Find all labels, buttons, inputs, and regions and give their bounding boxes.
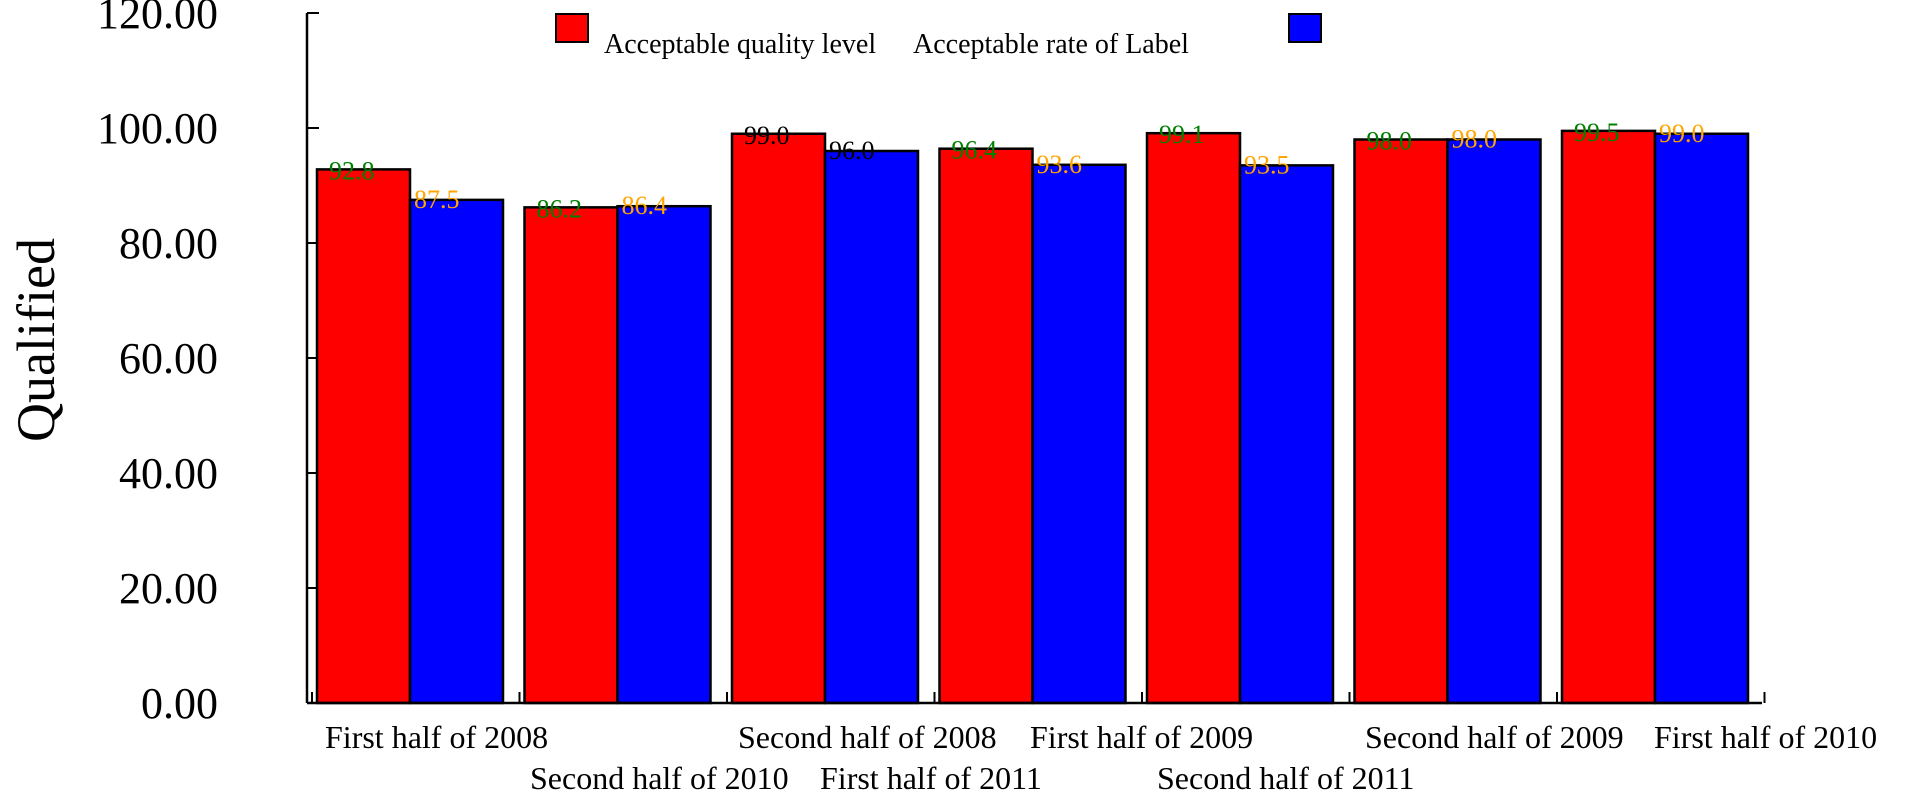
bar-value-label: 87.5 [414,185,460,214]
bar [1560,129,1657,705]
bar-value-label: 93.5 [1244,150,1290,179]
x-category-label: Second half of 2011 [1157,760,1414,794]
y-axis-title: Qualified [6,238,66,442]
y-tick-label: 0.00 [141,679,218,728]
y-tick-label: 80.00 [119,219,218,268]
bar-value-label: 92.8 [329,156,375,185]
bar [616,204,712,705]
legend-label: Acceptable rate of Label [913,29,1189,60]
bar-value-label: 98.0 [1452,125,1498,154]
y-tick-label: 120.00 [97,0,218,38]
bar-value-label: 96.4 [952,136,998,165]
bars-layer [315,129,1750,705]
bar [1145,131,1242,705]
bar [730,132,827,705]
value-labels-layer: 92.8 87.5 86.2 86.4 99.0 96.0 96.4 93.6 99.1 93.5… [329,118,1705,223]
bar [1653,132,1750,705]
bar-value-label: 96.0 [829,136,875,165]
x-category-label: Second half of 2009 [1365,719,1624,755]
axes-layer [305,13,1766,705]
bar-value-label: 98.0 [1367,127,1413,156]
bar-value-label: 99.1 [1159,120,1205,149]
bar [1238,164,1335,705]
x-category-label: First half of 2010 [1654,719,1877,755]
x-category-label: First half of 2011 [820,760,1042,794]
bar-value-label: 86.2 [537,194,583,223]
y-tick-label: 100.00 [97,104,218,153]
bar-value-label: 99.5 [1574,118,1620,147]
bar-value-label: 93.6 [1037,150,1083,179]
legend-label: Acceptable quality level [604,29,876,60]
bar [938,147,1034,705]
bar [1446,138,1542,705]
x-axis-labels: First half of 2008 Second half of 2010 Sec… [325,719,1877,794]
y-tick-label: 20.00 [119,564,218,613]
legend-swatch-blue [1288,13,1322,43]
bar [408,198,505,705]
y-tick-label: 60.00 [119,334,218,383]
bar [1353,138,1449,705]
x-category-label: First half of 2009 [1030,719,1253,755]
bar-value-label: 99.0 [744,121,790,150]
legend: Acceptable quality level Acceptable rate … [555,13,1322,60]
bar-value-label: 86.4 [622,191,668,220]
x-category-label: Second half of 2008 [738,719,997,755]
bar [1031,163,1127,705]
bar-value-label: 99.0 [1659,119,1705,148]
x-category-label: Second half of 2010 [530,760,789,794]
bar [523,206,619,705]
legend-swatch-red [555,13,589,43]
x-category-label: First half of 2008 [325,719,548,755]
bar [315,168,412,705]
y-tick-label: 40.00 [119,449,218,498]
bar [823,149,920,705]
y-axis-ticks: 0.00 20.00 40.00 60.00 80.00 100.00 120.00 [97,0,319,728]
